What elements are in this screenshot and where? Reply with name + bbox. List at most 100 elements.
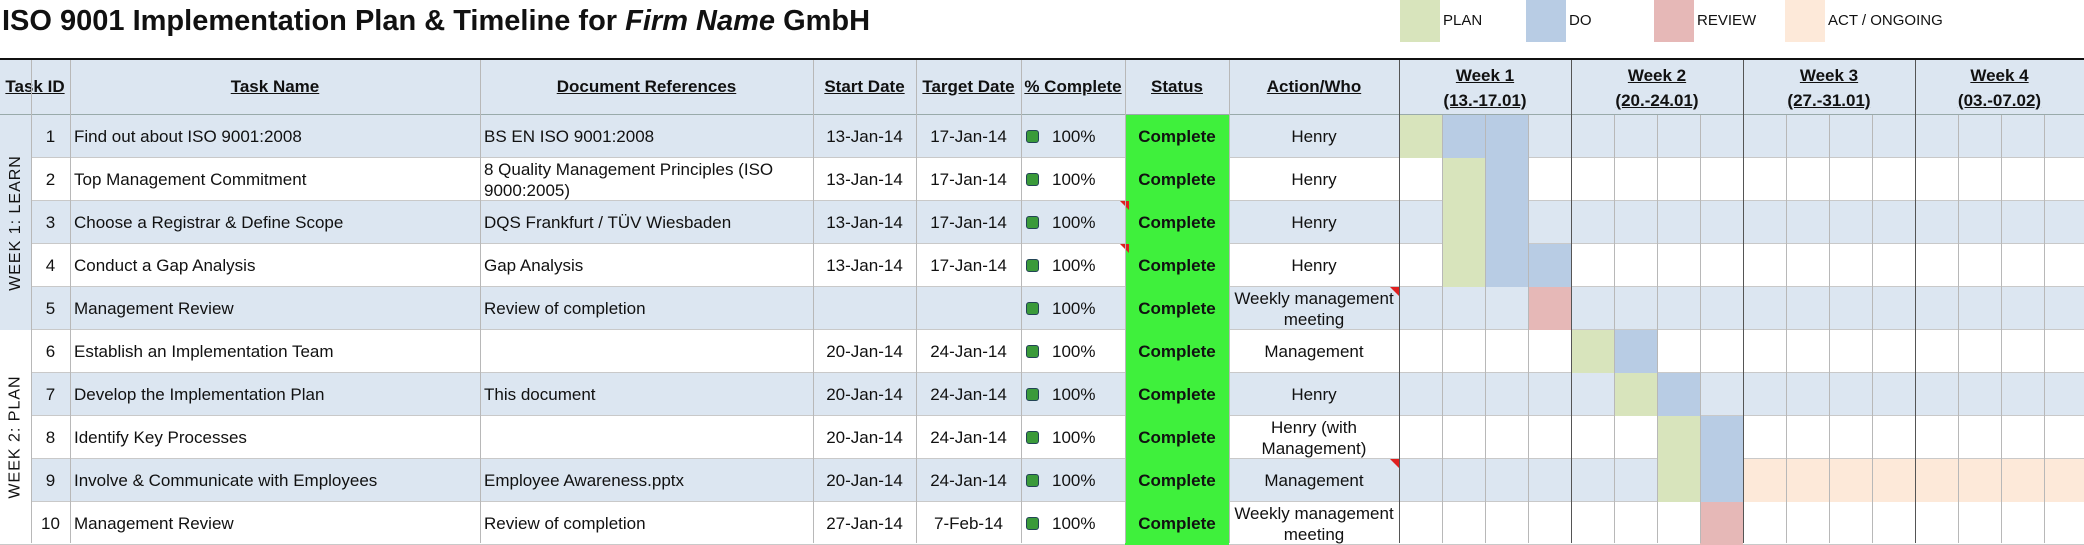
status-dot-icon <box>1026 259 1039 272</box>
gantt-cell-do <box>1528 244 1571 287</box>
gantt-cell-act <box>2001 459 2044 502</box>
cell-target: 24-Jan-14 <box>930 342 1007 361</box>
cell-pct: 100% <box>1052 342 1096 361</box>
cell-status: Complete <box>1125 330 1229 373</box>
grid-line <box>70 60 71 543</box>
cell-target: 7-Feb-14 <box>934 514 1003 533</box>
gantt-grid-line <box>2044 115 2045 543</box>
comment-marker-icon[interactable] <box>1390 287 1399 296</box>
group-week-2-plan: WEEK 2: PLAN <box>0 330 31 543</box>
cell-start: 13-Jan-14 <box>826 170 903 189</box>
cell-id: 1 <box>45 127 56 146</box>
grid-line <box>813 60 814 543</box>
page-title: ISO 9001 Implementation Plan & Timeline … <box>2 0 870 42</box>
status-dot-icon <box>1026 474 1039 487</box>
cell-who: Management <box>1264 342 1364 361</box>
cell-start: 20-Jan-14 <box>826 385 903 404</box>
grid-line <box>480 60 481 543</box>
table-row <box>0 416 2084 459</box>
status-dot-icon <box>1026 173 1039 186</box>
cell-id: 2 <box>45 170 56 189</box>
table-row <box>0 330 2084 373</box>
cell-pct: 100% <box>1052 256 1096 275</box>
cell-pct: 100% <box>1052 428 1096 447</box>
comment-marker-icon[interactable] <box>1120 244 1129 253</box>
legend-label-do: DO <box>1569 12 1592 29</box>
header-action-who: Action/Who <box>1266 77 1362 96</box>
cell-status: Complete <box>1125 201 1229 244</box>
cell-id: 6 <box>45 342 56 361</box>
header-task-name: Task Name <box>230 77 320 96</box>
gantt-cell-plan <box>1657 459 1700 502</box>
cell-who: Henry (with Management) <box>1261 417 1367 458</box>
cell-name: Management Review <box>74 514 234 533</box>
week-4-range: (03.-07.02) <box>1957 91 2042 110</box>
gantt-grid-line <box>1743 60 1744 543</box>
cell-doc: BS EN ISO 9001:2008 <box>484 127 655 146</box>
cell-id: 5 <box>45 299 56 318</box>
cell-name: Develop the Implementation Plan <box>74 385 325 404</box>
legend-label-review: REVIEW <box>1697 12 1757 29</box>
gantt-grid-line <box>1399 60 1400 543</box>
cell-start: 13-Jan-14 <box>826 127 903 146</box>
week-3-label: Week 3 <box>1799 66 1859 85</box>
cell-id: 8 <box>45 428 56 447</box>
gantt-cell-plan <box>1442 158 1485 201</box>
cell-start: 20-Jan-14 <box>826 471 903 490</box>
cell-who: Henry <box>1291 213 1337 232</box>
cell-name: Establish an Implementation Team <box>74 342 334 361</box>
header-week-3: Week 3 (27.-31.01) <box>1743 60 1915 114</box>
cell-doc: Employee Awareness.pptx <box>484 471 685 490</box>
cell-pct: 100% <box>1052 213 1096 232</box>
cell-name: Top Management Commitment <box>74 170 307 189</box>
cell-pct: 100% <box>1052 299 1096 318</box>
status-dot-icon <box>1026 130 1039 143</box>
cell-pct: 100% <box>1052 471 1096 490</box>
grid-line <box>1125 60 1126 543</box>
gantt-grid-line <box>1442 115 1443 543</box>
cell-who: Weekly management meeting <box>1234 288 1394 329</box>
status-dot-icon <box>1026 431 1039 444</box>
comment-marker-icon[interactable] <box>1120 201 1129 210</box>
grid-line <box>1229 60 1230 543</box>
cell-pct: 100% <box>1052 514 1096 533</box>
gantt-cell-plan <box>1657 416 1700 459</box>
header-week-2: Week 2 (20.-24.01) <box>1571 60 1743 114</box>
cell-start: 20-Jan-14 <box>826 342 903 361</box>
status-dot-icon <box>1026 345 1039 358</box>
gantt-grid-line <box>1528 115 1529 543</box>
cell-status: Complete <box>1125 459 1229 502</box>
week-1-label: Week 1 <box>1455 66 1515 85</box>
cell-status: Complete <box>1125 373 1229 416</box>
header-start-date: Start Date <box>824 77 905 96</box>
gantt-cell-act <box>1829 459 1872 502</box>
cell-start <box>813 287 916 330</box>
cell-id: 4 <box>45 256 56 275</box>
cell-who: Henry <box>1291 256 1337 275</box>
title-firm-name: Firm Name <box>625 5 776 37</box>
cell-start: 13-Jan-14 <box>826 213 903 232</box>
title-suffix: GmbH <box>775 5 871 37</box>
grid-line <box>31 60 32 543</box>
cell-target: 24-Jan-14 <box>930 471 1007 490</box>
comment-marker-icon[interactable] <box>1390 459 1399 468</box>
status-dot-icon <box>1026 388 1039 401</box>
cell-pct: 100% <box>1052 170 1096 189</box>
table-row <box>0 244 2084 287</box>
cell-target: 24-Jan-14 <box>930 428 1007 447</box>
header-percent-complete: % Complete <box>1024 77 1122 96</box>
cell-status: Complete <box>1125 502 1229 545</box>
header-document-references: Document References <box>556 77 737 96</box>
gantt-cell-act <box>1915 459 1958 502</box>
cell-start: 13-Jan-14 <box>826 256 903 275</box>
gantt-cell-do <box>1485 158 1528 201</box>
gantt-cell-do <box>1700 416 1743 459</box>
cell-doc: 8 Quality Management Principles (ISO 900… <box>484 159 774 200</box>
gantt-grid-line <box>1915 60 1916 543</box>
gantt-cell-do <box>1485 115 1528 158</box>
cell-status: Complete <box>1125 287 1229 330</box>
title-prefix: ISO 9001 Implementation Plan & Timeline … <box>2 5 626 37</box>
gantt-grid-line <box>1657 115 1658 543</box>
gantt-grid-line <box>1958 115 1959 543</box>
table-header <box>0 58 2084 115</box>
